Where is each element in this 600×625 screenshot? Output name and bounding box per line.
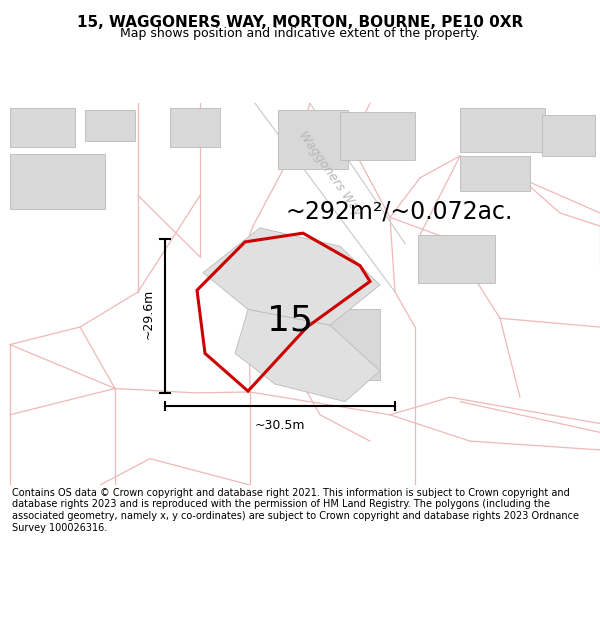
Polygon shape <box>235 309 380 402</box>
Polygon shape <box>542 114 595 156</box>
Text: ~30.5m: ~30.5m <box>255 419 305 432</box>
Text: 15: 15 <box>267 304 313 338</box>
Polygon shape <box>278 110 348 169</box>
Text: Contains OS data © Crown copyright and database right 2021. This information is : Contains OS data © Crown copyright and d… <box>12 488 579 532</box>
Polygon shape <box>418 235 495 283</box>
Text: 15, WAGGONERS WAY, MORTON, BOURNE, PE10 0XR: 15, WAGGONERS WAY, MORTON, BOURNE, PE10 … <box>77 16 523 31</box>
Polygon shape <box>460 107 545 151</box>
Text: ~292m²/~0.072ac.: ~292m²/~0.072ac. <box>285 199 512 223</box>
Polygon shape <box>305 309 380 380</box>
Text: Map shows position and indicative extent of the property.: Map shows position and indicative extent… <box>120 27 480 39</box>
Polygon shape <box>85 110 135 141</box>
Polygon shape <box>340 112 415 160</box>
Polygon shape <box>170 107 220 147</box>
Polygon shape <box>460 156 530 191</box>
Text: Waggoners Way: Waggoners Way <box>296 129 364 219</box>
Text: ~29.6m: ~29.6m <box>142 289 155 339</box>
Polygon shape <box>203 228 380 325</box>
Polygon shape <box>10 107 75 147</box>
Polygon shape <box>10 154 105 209</box>
